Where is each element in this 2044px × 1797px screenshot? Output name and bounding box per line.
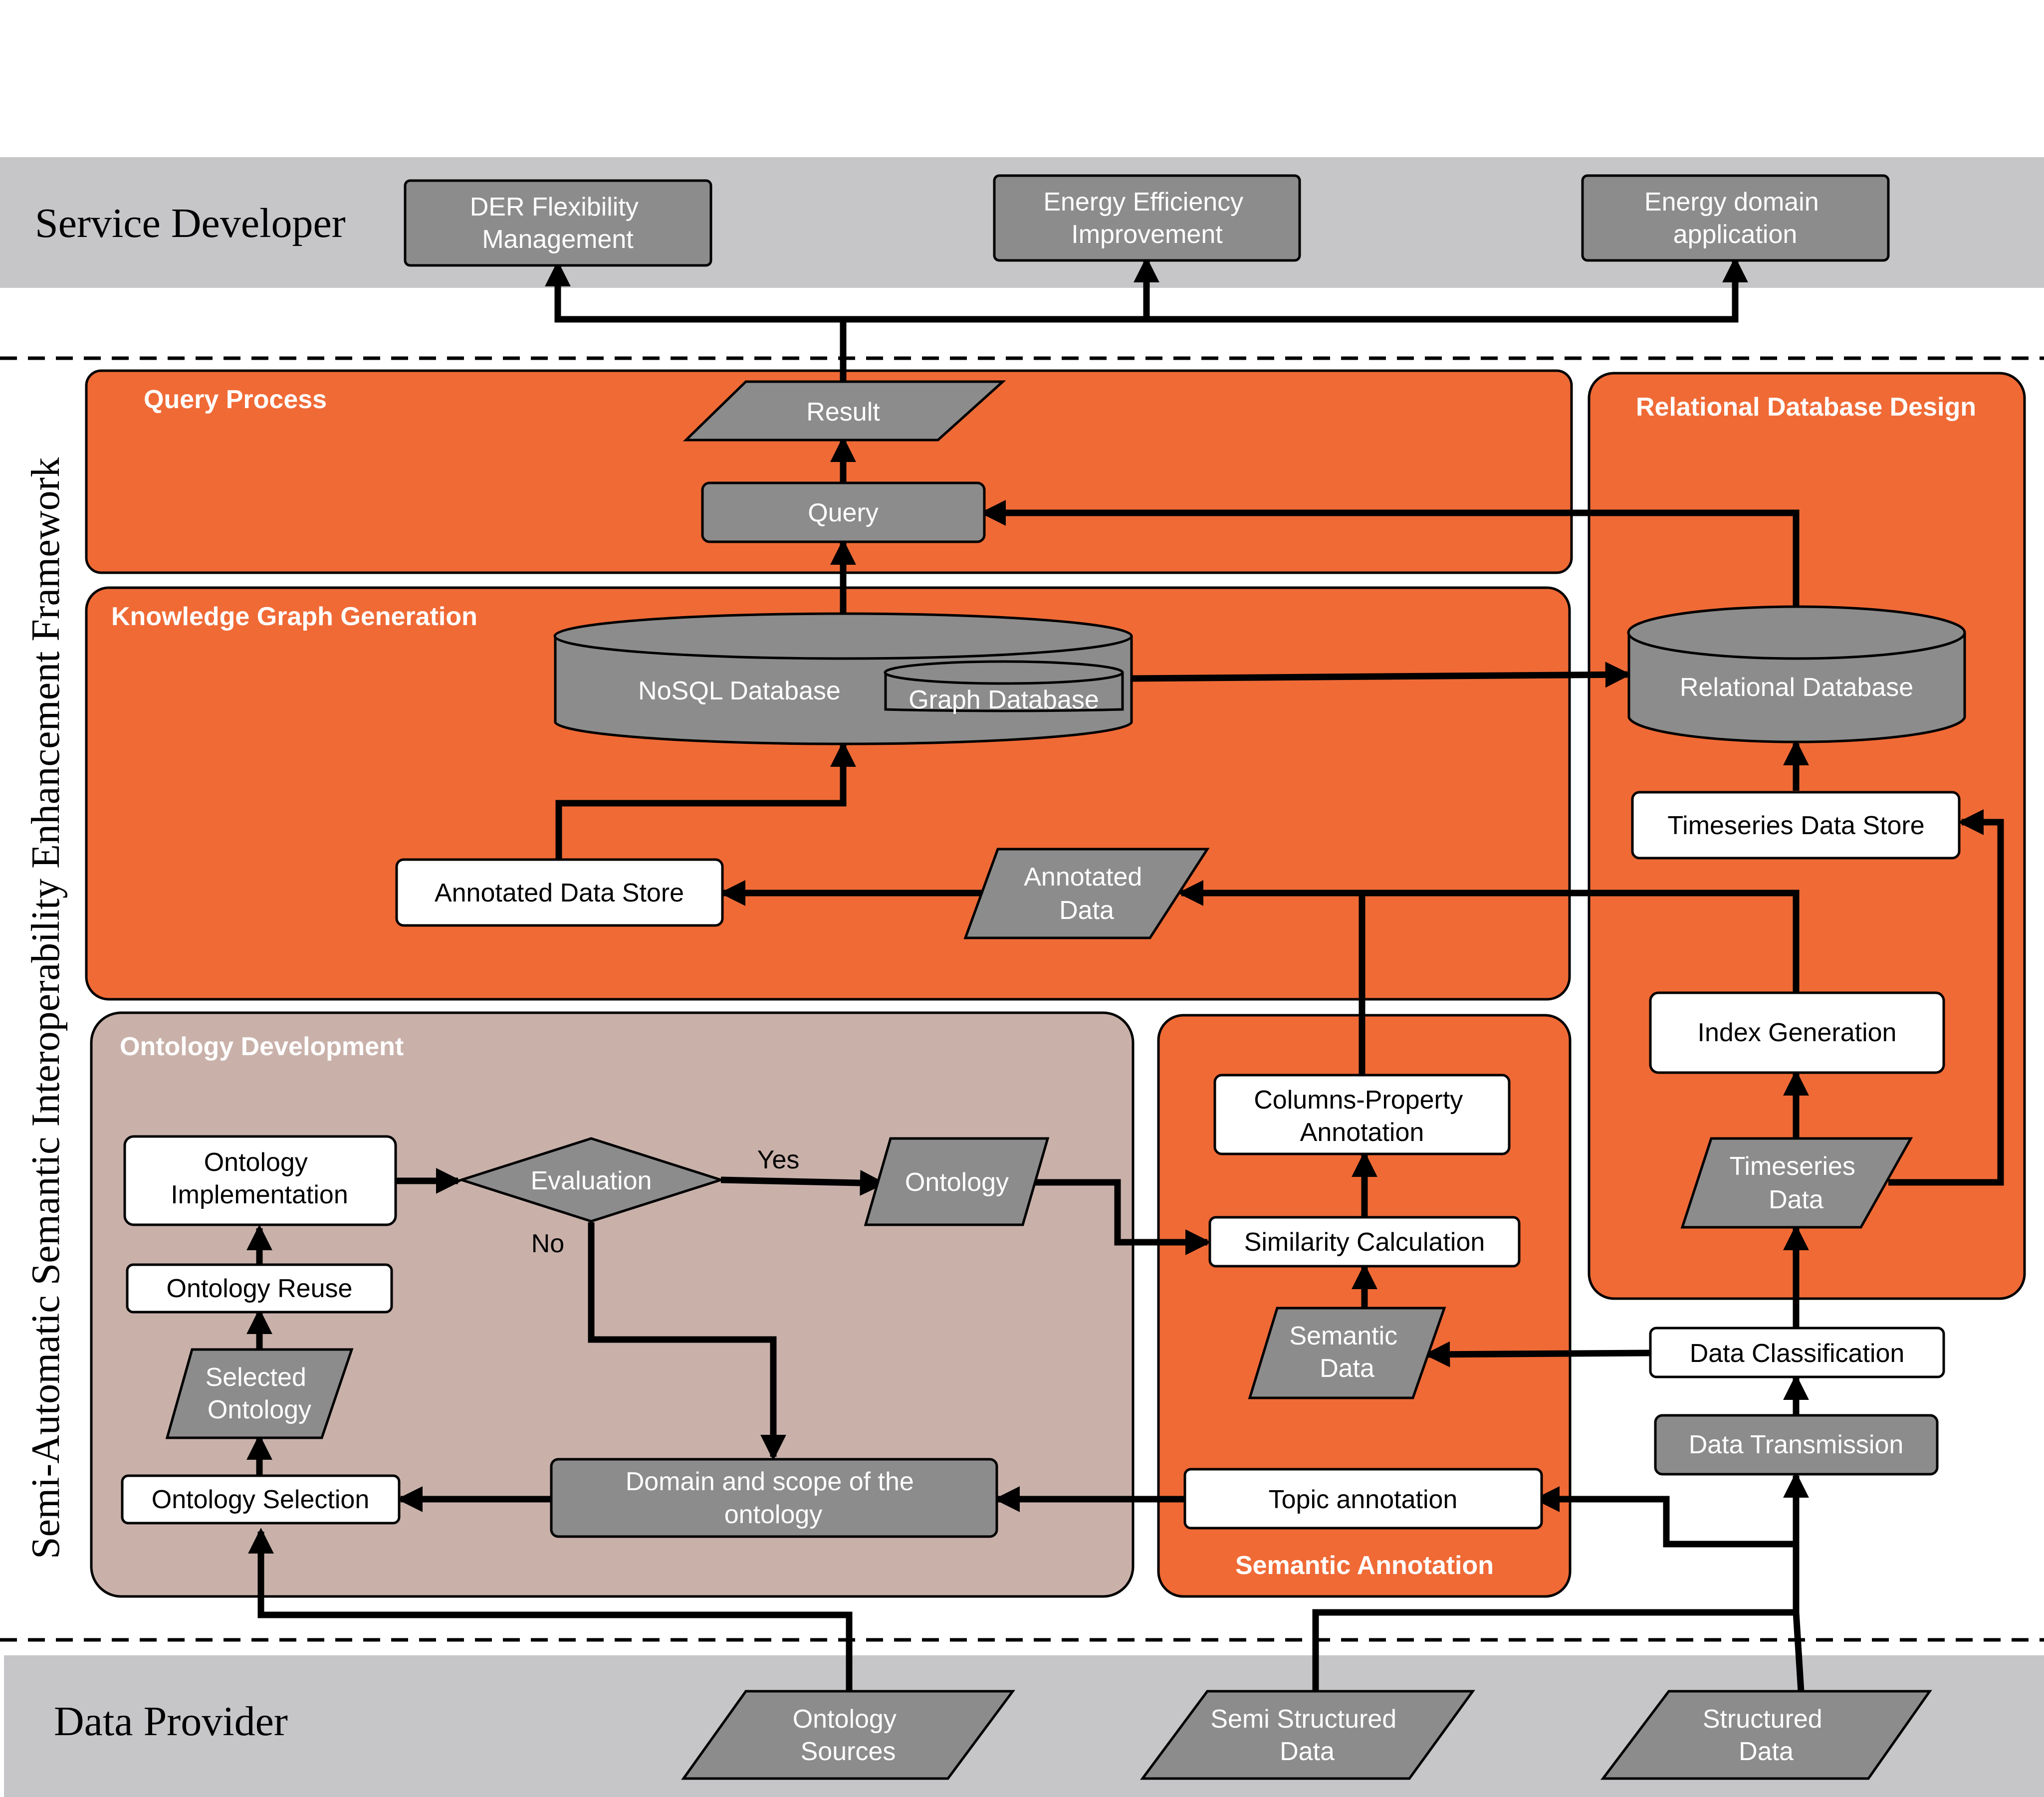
data-classification-label: Data Classification: [1690, 1339, 1905, 1368]
der-flexibility-box: [404, 179, 712, 267]
data-provider-label: Data Provider: [54, 1698, 288, 1745]
graph-database-label: Graph Database: [908, 685, 1099, 714]
selected-ontology-label: Selected Ontology: [206, 1363, 314, 1424]
edge-nosql-to-relational: [1132, 662, 1631, 688]
relational-database-label: Relational Database: [1680, 673, 1913, 702]
timeseries-data-store-label: Timeseries Data Store: [1667, 811, 1924, 840]
nosql-database-label: NoSQL Database: [638, 676, 841, 705]
edge-bus-to-der: [545, 260, 843, 323]
data-transmission-label: Data Transmission: [1689, 1430, 1904, 1459]
evaluation-label: Evaluation: [531, 1166, 652, 1195]
edge-sources-to-topic: [1534, 1486, 1796, 1548]
edges: [246, 256, 2004, 1692]
ontology-selection-box: [121, 1474, 401, 1525]
query-box: [701, 481, 986, 543]
evaluation-diamond: [457, 1137, 725, 1223]
semi-structured-data-parallelogram: [1140, 1690, 1475, 1780]
edge-classification-to-semantic: [1424, 1341, 1651, 1367]
ontology-sources-label: Ontology Sources: [793, 1705, 904, 1766]
edge-annotated-store-to-nosql: [555, 741, 856, 861]
edge-ontology-to-similarity: [1034, 1179, 1211, 1255]
query-process-title: Query Process: [144, 385, 327, 414]
topic-annotation-label: Topic annotation: [1269, 1485, 1458, 1514]
ontology-label: Ontology: [905, 1168, 1009, 1197]
knowledge-graph-title: Knowledge Graph Generation: [111, 602, 477, 631]
columns-property-box: [1213, 1074, 1511, 1155]
energy-efficiency-box: [993, 174, 1301, 262]
query-label: Query: [808, 498, 879, 527]
structured-data-parallelogram: [1600, 1690, 1932, 1780]
edge-structured-to-transmission: [1783, 1472, 1809, 1692]
ontology-reuse-box: [126, 1263, 393, 1314]
index-generation-box: [1649, 991, 1945, 1074]
timeseries-data-label: Timeseries Data: [1730, 1152, 1863, 1214]
edge-evaluation-no-to-domain: [588, 1222, 786, 1461]
edge-index-to-annotated-data: [1177, 880, 1800, 992]
annotated-data-store-label: Annotated Data Store: [435, 879, 684, 907]
ontology-reuse-label: Ontology Reuse: [167, 1274, 353, 1303]
result-label: Result: [806, 398, 880, 427]
relational-db-title: Relational Database Design: [1636, 393, 1976, 422]
result-parallelogram: [682, 380, 1006, 442]
timeseries-data-parallelogram: [1680, 1137, 1913, 1229]
no-label: No: [531, 1229, 564, 1258]
annotated-data-label: Annotated Data: [1024, 863, 1149, 925]
der-flexibility-label: DER Flexibility Management: [470, 193, 646, 254]
relational-database-cylinder: [1627, 605, 1966, 743]
edge-semi-structured-to-structured-line: [1312, 1609, 1796, 1691]
annotated-data-parallelogram: [963, 848, 1210, 939]
energy-domain-app-label: Energy domain application: [1644, 188, 1826, 249]
annotated-data-store-box: [395, 858, 724, 927]
edge-tsdata-to-tsstore: [1888, 809, 2004, 1186]
semantic-data-label: Semantic Data: [1289, 1322, 1404, 1383]
timeseries-data-store-box: [1631, 791, 1961, 860]
edge-relational-to-query: [980, 500, 1800, 609]
graph-database-cylinder: [884, 660, 1124, 712]
framework-title: Semi-Automatic Semantic Interoperability…: [24, 457, 68, 1559]
similarity-calculation-label: Similarity Calculation: [1244, 1228, 1485, 1257]
query-process-panel: [85, 369, 1573, 574]
semantic-annotation-title: Semantic Annotation: [1235, 1551, 1494, 1580]
ontology-selection-label: Ontology Selection: [152, 1485, 370, 1514]
domain-scope-label: Domain and scope of the ontology: [626, 1467, 921, 1529]
index-generation-label: Index Generation: [1698, 1018, 1897, 1047]
data-classification-box: [1649, 1327, 1945, 1378]
semi-structured-data-label: Semi Structured Data: [1210, 1705, 1403, 1766]
edge-evaluation-yes-to-ontology: [720, 1170, 886, 1196]
similarity-calculation-box: [1208, 1216, 1521, 1268]
energy-domain-app-box: [1581, 174, 1890, 262]
semantic-data-parallelogram: [1248, 1307, 1446, 1399]
ontology-parallelogram: [864, 1137, 1050, 1226]
columns-property-label: Columns-Property Annotation: [1254, 1086, 1470, 1147]
data-transmission-box: [1654, 1414, 1939, 1476]
service-developer-label: Service Developer: [35, 200, 346, 246]
topic-annotation-box: [1183, 1468, 1543, 1530]
ontology-implementation-box: [123, 1135, 397, 1226]
ontology-sources-parallelogram: [681, 1690, 1015, 1780]
ontology-implementation-label: Ontology Implementation: [171, 1148, 348, 1209]
domain-scope-box: [550, 1458, 998, 1538]
energy-efficiency-label: Energy Efficiency Improvement: [1043, 188, 1250, 249]
edge-ontology-sources-to-selection: [248, 1528, 853, 1691]
selected-ontology-parallelogram: [165, 1348, 354, 1439]
yes-label: Yes: [757, 1145, 800, 1174]
structured-data-label: Structured Data: [1703, 1705, 1829, 1766]
ontology-development-title: Ontology Development: [120, 1032, 404, 1061]
edge-bus-to-domain-app: [1146, 256, 1748, 323]
